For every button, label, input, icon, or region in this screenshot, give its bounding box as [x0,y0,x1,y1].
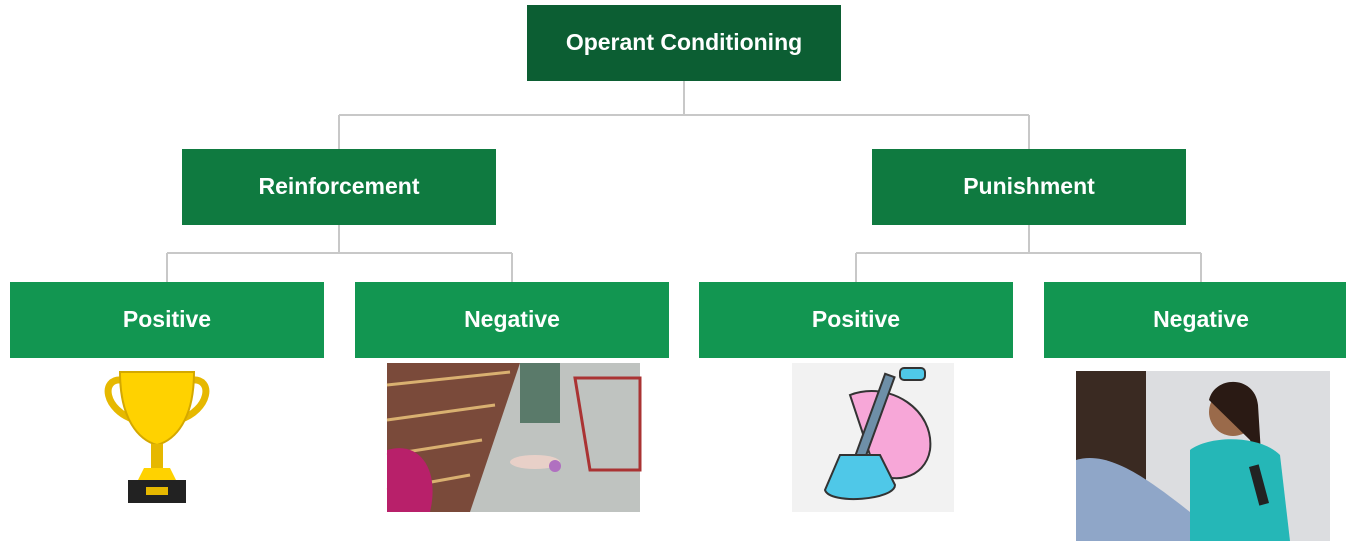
store-photo [386,363,642,512]
trophy-image [104,371,210,503]
connector [338,81,1030,149]
node-box [1044,282,1346,358]
connector [855,225,1202,282]
node-label: Punishment [963,173,1095,199]
node-box [872,149,1186,225]
node-box [527,5,841,81]
node-label: Negative [1153,306,1249,332]
node-label: Positive [123,306,211,332]
node-label: Negative [464,306,560,332]
node-label: Positive [812,306,900,332]
node-label: Reinforcement [258,173,419,199]
connector [166,225,513,282]
family-photo [1076,371,1330,541]
vacuum-image [792,363,954,512]
node-box [699,282,1013,358]
node-box [182,149,496,225]
node-box [355,282,669,358]
node-label: Operant Conditioning [566,29,802,55]
node-box [10,282,324,358]
